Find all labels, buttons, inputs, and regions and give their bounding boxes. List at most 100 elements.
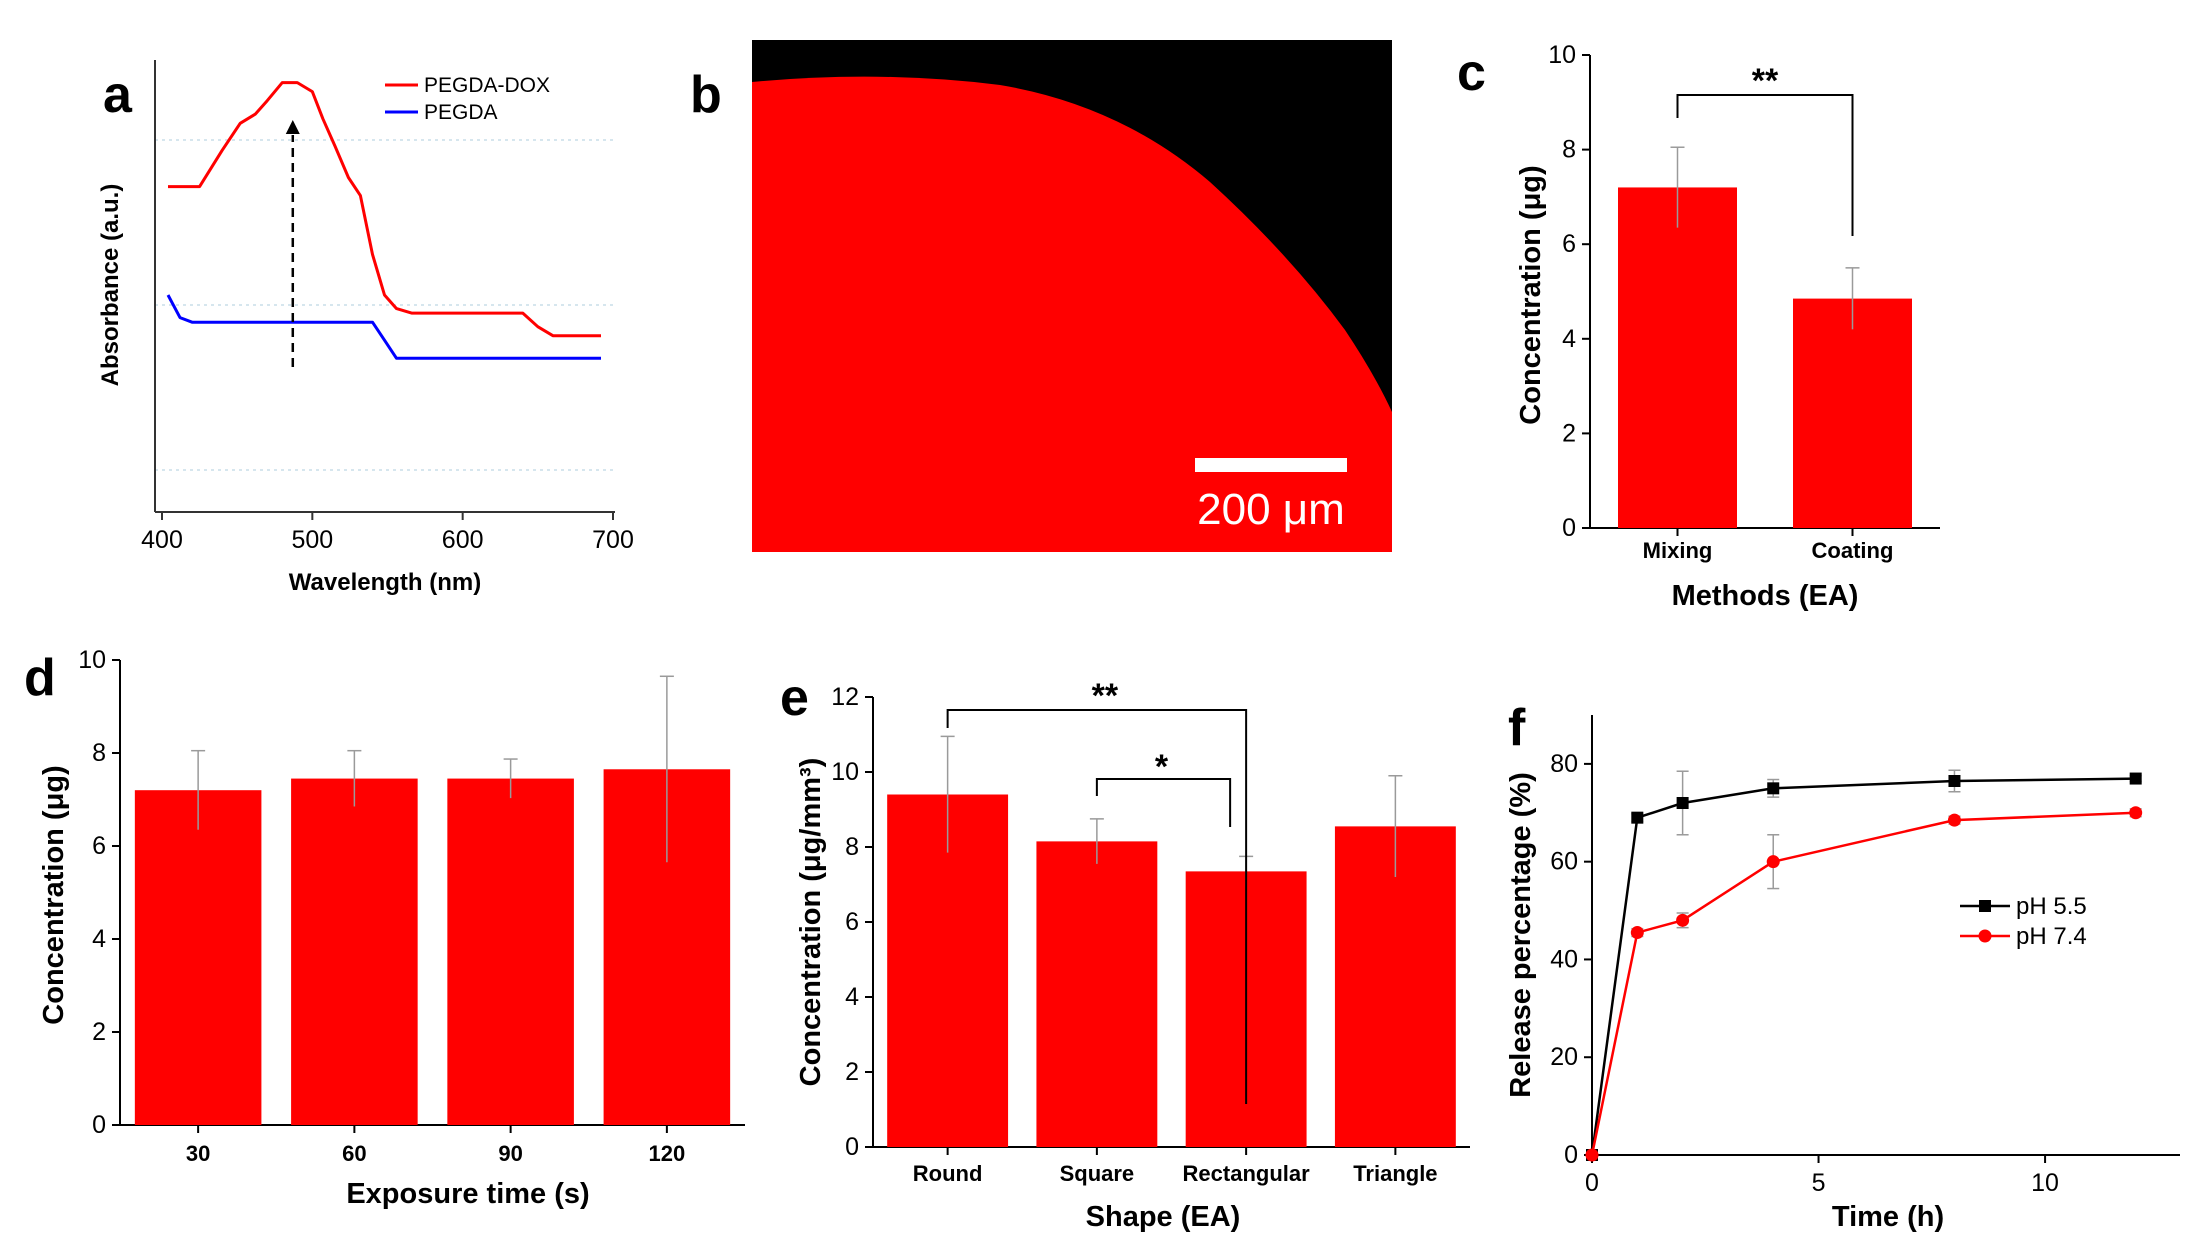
series-line-ph-74 <box>1590 811 2136 1156</box>
x-tick-label: Coating <box>1812 538 1894 563</box>
panel-f: f 0 20 40 60 80 0 5 10 pH 5.5 pH 7.4 Time (h) Releas… <box>1505 699 2180 1233</box>
x-tick-label: 700 <box>592 526 634 554</box>
y-tick-label: 2 <box>845 1058 859 1086</box>
x-tick-label: 30 <box>186 1141 210 1166</box>
panel-c: c 0 2 4 6 8 10 Mixing Coating ** Methods (EA) Conce… <box>1457 41 1940 612</box>
series-line-ph-55 <box>1590 777 2136 1156</box>
data-point <box>1766 855 1780 869</box>
bar-round <box>887 794 1009 1147</box>
y-tick-label: 8 <box>845 833 859 861</box>
legend-marker <box>1978 929 1992 943</box>
x-tick-label: 60 <box>342 1141 366 1166</box>
x-tick-label: Mixing <box>1643 538 1713 563</box>
series-line-pegda-dox <box>168 81 601 338</box>
significance-bracket <box>1095 778 1232 827</box>
x-tick-label: 90 <box>498 1141 522 1166</box>
panel-a: a 400 500 600 700 PEGDA-DOX PEGDA Wavelength (n… <box>97 60 634 596</box>
data-point <box>1767 782 1780 795</box>
y-tick-label: 0 <box>1562 514 1576 542</box>
data-point <box>1947 813 1961 827</box>
panel-e: e 0 2 4 6 8 10 12 Round Square Rectangular Triangle… <box>780 669 1470 1233</box>
y-axis-title: Concentration (μg/mm³) <box>795 758 827 1087</box>
y-tick-label: 6 <box>92 832 106 860</box>
panel-letter-f: f <box>1508 699 1526 757</box>
data-point <box>1631 811 1644 824</box>
bar-30 <box>134 790 262 1125</box>
x-tick-label: 10 <box>2031 1169 2059 1197</box>
x-tick-label: 120 <box>649 1141 686 1166</box>
x-tick-label: Round <box>913 1161 983 1186</box>
data-point <box>2129 806 2143 820</box>
bar-triangle <box>1334 826 1456 1147</box>
y-tick-label: 4 <box>845 983 859 1011</box>
y-tick-label: 80 <box>1550 750 1578 778</box>
significance-label: * <box>1155 748 1169 786</box>
x-tick-label: Square <box>1060 1161 1135 1186</box>
y-tick-label: 10 <box>831 758 859 786</box>
y-tick-label: 10 <box>78 646 106 674</box>
y-tick-label: 2 <box>92 1018 106 1046</box>
panel-d: d 0 2 4 6 8 10 30 60 90 120 Exposure time (s) Concen… <box>24 646 745 1210</box>
legend-label: PEGDA-DOX <box>424 74 550 97</box>
legend-label: pH 7.4 <box>2016 923 2087 950</box>
legend-marker <box>1979 900 1991 912</box>
fluorescent-region <box>752 76 1392 553</box>
scale-bar-label: 200 μm <box>1197 485 1345 534</box>
y-tick-label: 0 <box>1564 1141 1578 1169</box>
panel-b: b 200 μm <box>690 40 1392 553</box>
y-axis-title: Concentration (μg) <box>1515 165 1547 424</box>
scale-bar <box>1195 458 1347 472</box>
legend-label: pH 5.5 <box>2016 893 2087 920</box>
y-tick-label: 0 <box>845 1133 859 1161</box>
series-line-pegda <box>166 294 601 360</box>
bar-coating <box>1793 298 1912 528</box>
bar-square <box>1036 841 1158 1147</box>
data-point <box>1630 926 1644 940</box>
y-tick-label: 20 <box>1550 1043 1578 1071</box>
x-axis-title: Shape (EA) <box>1086 1201 1241 1233</box>
x-tick-label: 0 <box>1585 1169 1599 1197</box>
y-tick-label: 8 <box>1562 136 1576 164</box>
significance-label: ** <box>1092 677 1119 715</box>
bar-mixing <box>1618 187 1737 528</box>
data-point <box>1676 797 1689 809</box>
y-tick-label: 12 <box>831 683 859 711</box>
dashed-arrow-head <box>285 120 300 134</box>
x-tick-label: Rectangular <box>1183 1161 1311 1186</box>
x-tick-label: Triangle <box>1353 1161 1437 1186</box>
panel-letter-e: e <box>780 669 809 727</box>
y-tick-label: 6 <box>1562 230 1576 258</box>
legend-label: PEGDA <box>424 101 498 124</box>
y-tick-label: 4 <box>92 925 106 953</box>
y-tick-label: 2 <box>1562 419 1576 447</box>
x-axis-title: Methods (EA) <box>1672 580 1859 612</box>
y-tick-label: 6 <box>845 908 859 936</box>
x-axis-title: Wavelength (nm) <box>289 569 481 596</box>
data-point <box>2129 772 2142 785</box>
y-tick-label: 10 <box>1548 41 1576 69</box>
panel-letter-a: a <box>103 66 133 124</box>
significance-label: ** <box>1752 62 1779 100</box>
y-tick-label: 4 <box>1562 325 1576 353</box>
y-tick-label: 40 <box>1550 945 1578 973</box>
x-axis-title: Time (h) <box>1832 1201 1944 1233</box>
data-point <box>1948 775 1961 787</box>
y-axis-title: Absorbance (a.u.) <box>97 184 124 387</box>
significance-bracket <box>1676 94 1854 236</box>
data-point <box>1585 1148 1599 1162</box>
x-tick-label: 400 <box>141 526 183 554</box>
y-axis-title: Concentration (μg) <box>38 765 70 1024</box>
panel-letter-b: b <box>690 66 722 124</box>
y-tick-label: 8 <box>92 739 106 767</box>
bar-60 <box>291 778 418 1125</box>
panel-letter-c: c <box>1457 44 1486 102</box>
x-axis-title: Exposure time (s) <box>346 1178 589 1210</box>
bar-90 <box>447 778 574 1125</box>
y-tick-label: 60 <box>1550 848 1578 876</box>
significance-bracket <box>946 709 1248 1104</box>
y-tick-label: 0 <box>92 1111 106 1139</box>
x-tick-label: 500 <box>291 526 333 554</box>
panel-letter-d: d <box>24 649 56 707</box>
data-point <box>1676 913 1690 927</box>
